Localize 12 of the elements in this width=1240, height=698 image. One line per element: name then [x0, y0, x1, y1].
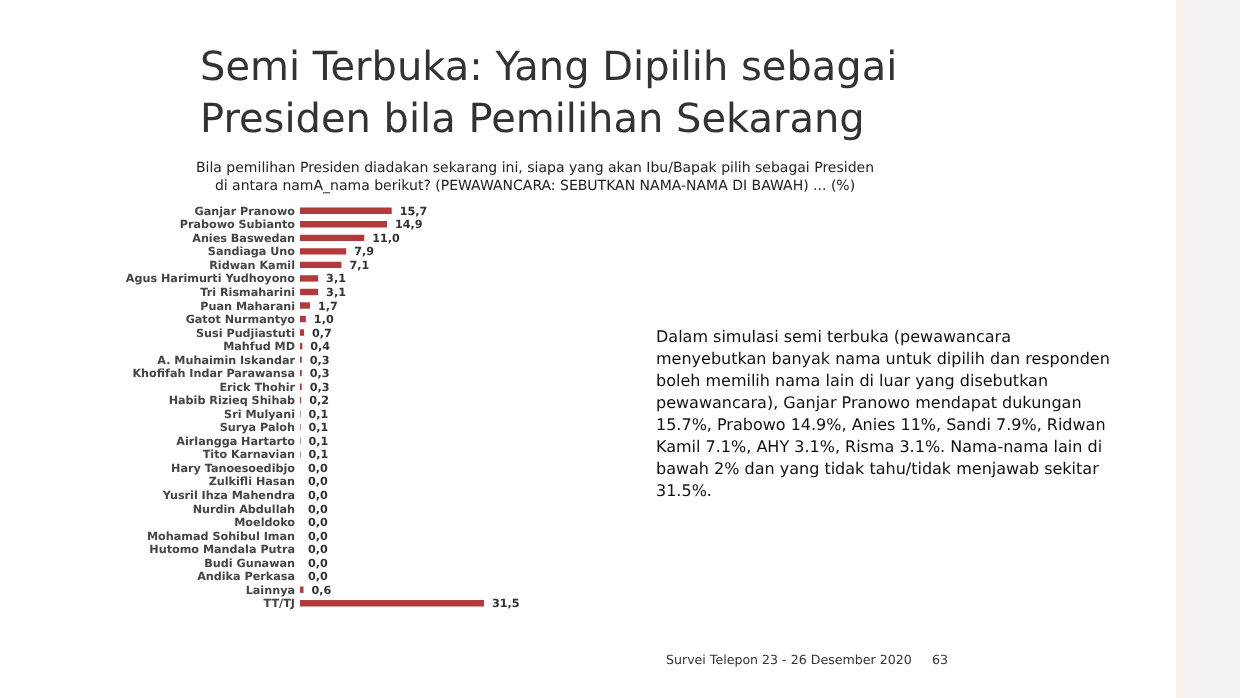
bar [300, 315, 306, 323]
bar [300, 275, 319, 282]
bar [300, 302, 310, 309]
bar [300, 288, 319, 296]
bar [300, 207, 392, 214]
chart-title: Semi Terbuka: Yang Dipilih sebagai Presiden bila Pemilihan Sekarang [200, 40, 900, 144]
bar [300, 234, 365, 242]
bar [300, 261, 342, 269]
text: Dalam simulasi semi terbuka (pewawancara menyebutkan banyak nama untuk dipilih dan responden boleh memilih nama lain di luar yang disebutkan pewawancara), Ganjar Pranowo mendapat dukungan 15.7%, Prabowo 14.9%, Anies 11%, Sandi 7.9%, Ridwan Kamil 7.1%, AHY 3.1%, Risma 3.1%. Nama-nama lain di bawah 2% dan yang tidak tahu/tidak menjawab sekitar 31.5%. [656, 326, 1112, 502]
bar [300, 600, 484, 607]
bar [300, 248, 347, 255]
bar [300, 221, 388, 228]
